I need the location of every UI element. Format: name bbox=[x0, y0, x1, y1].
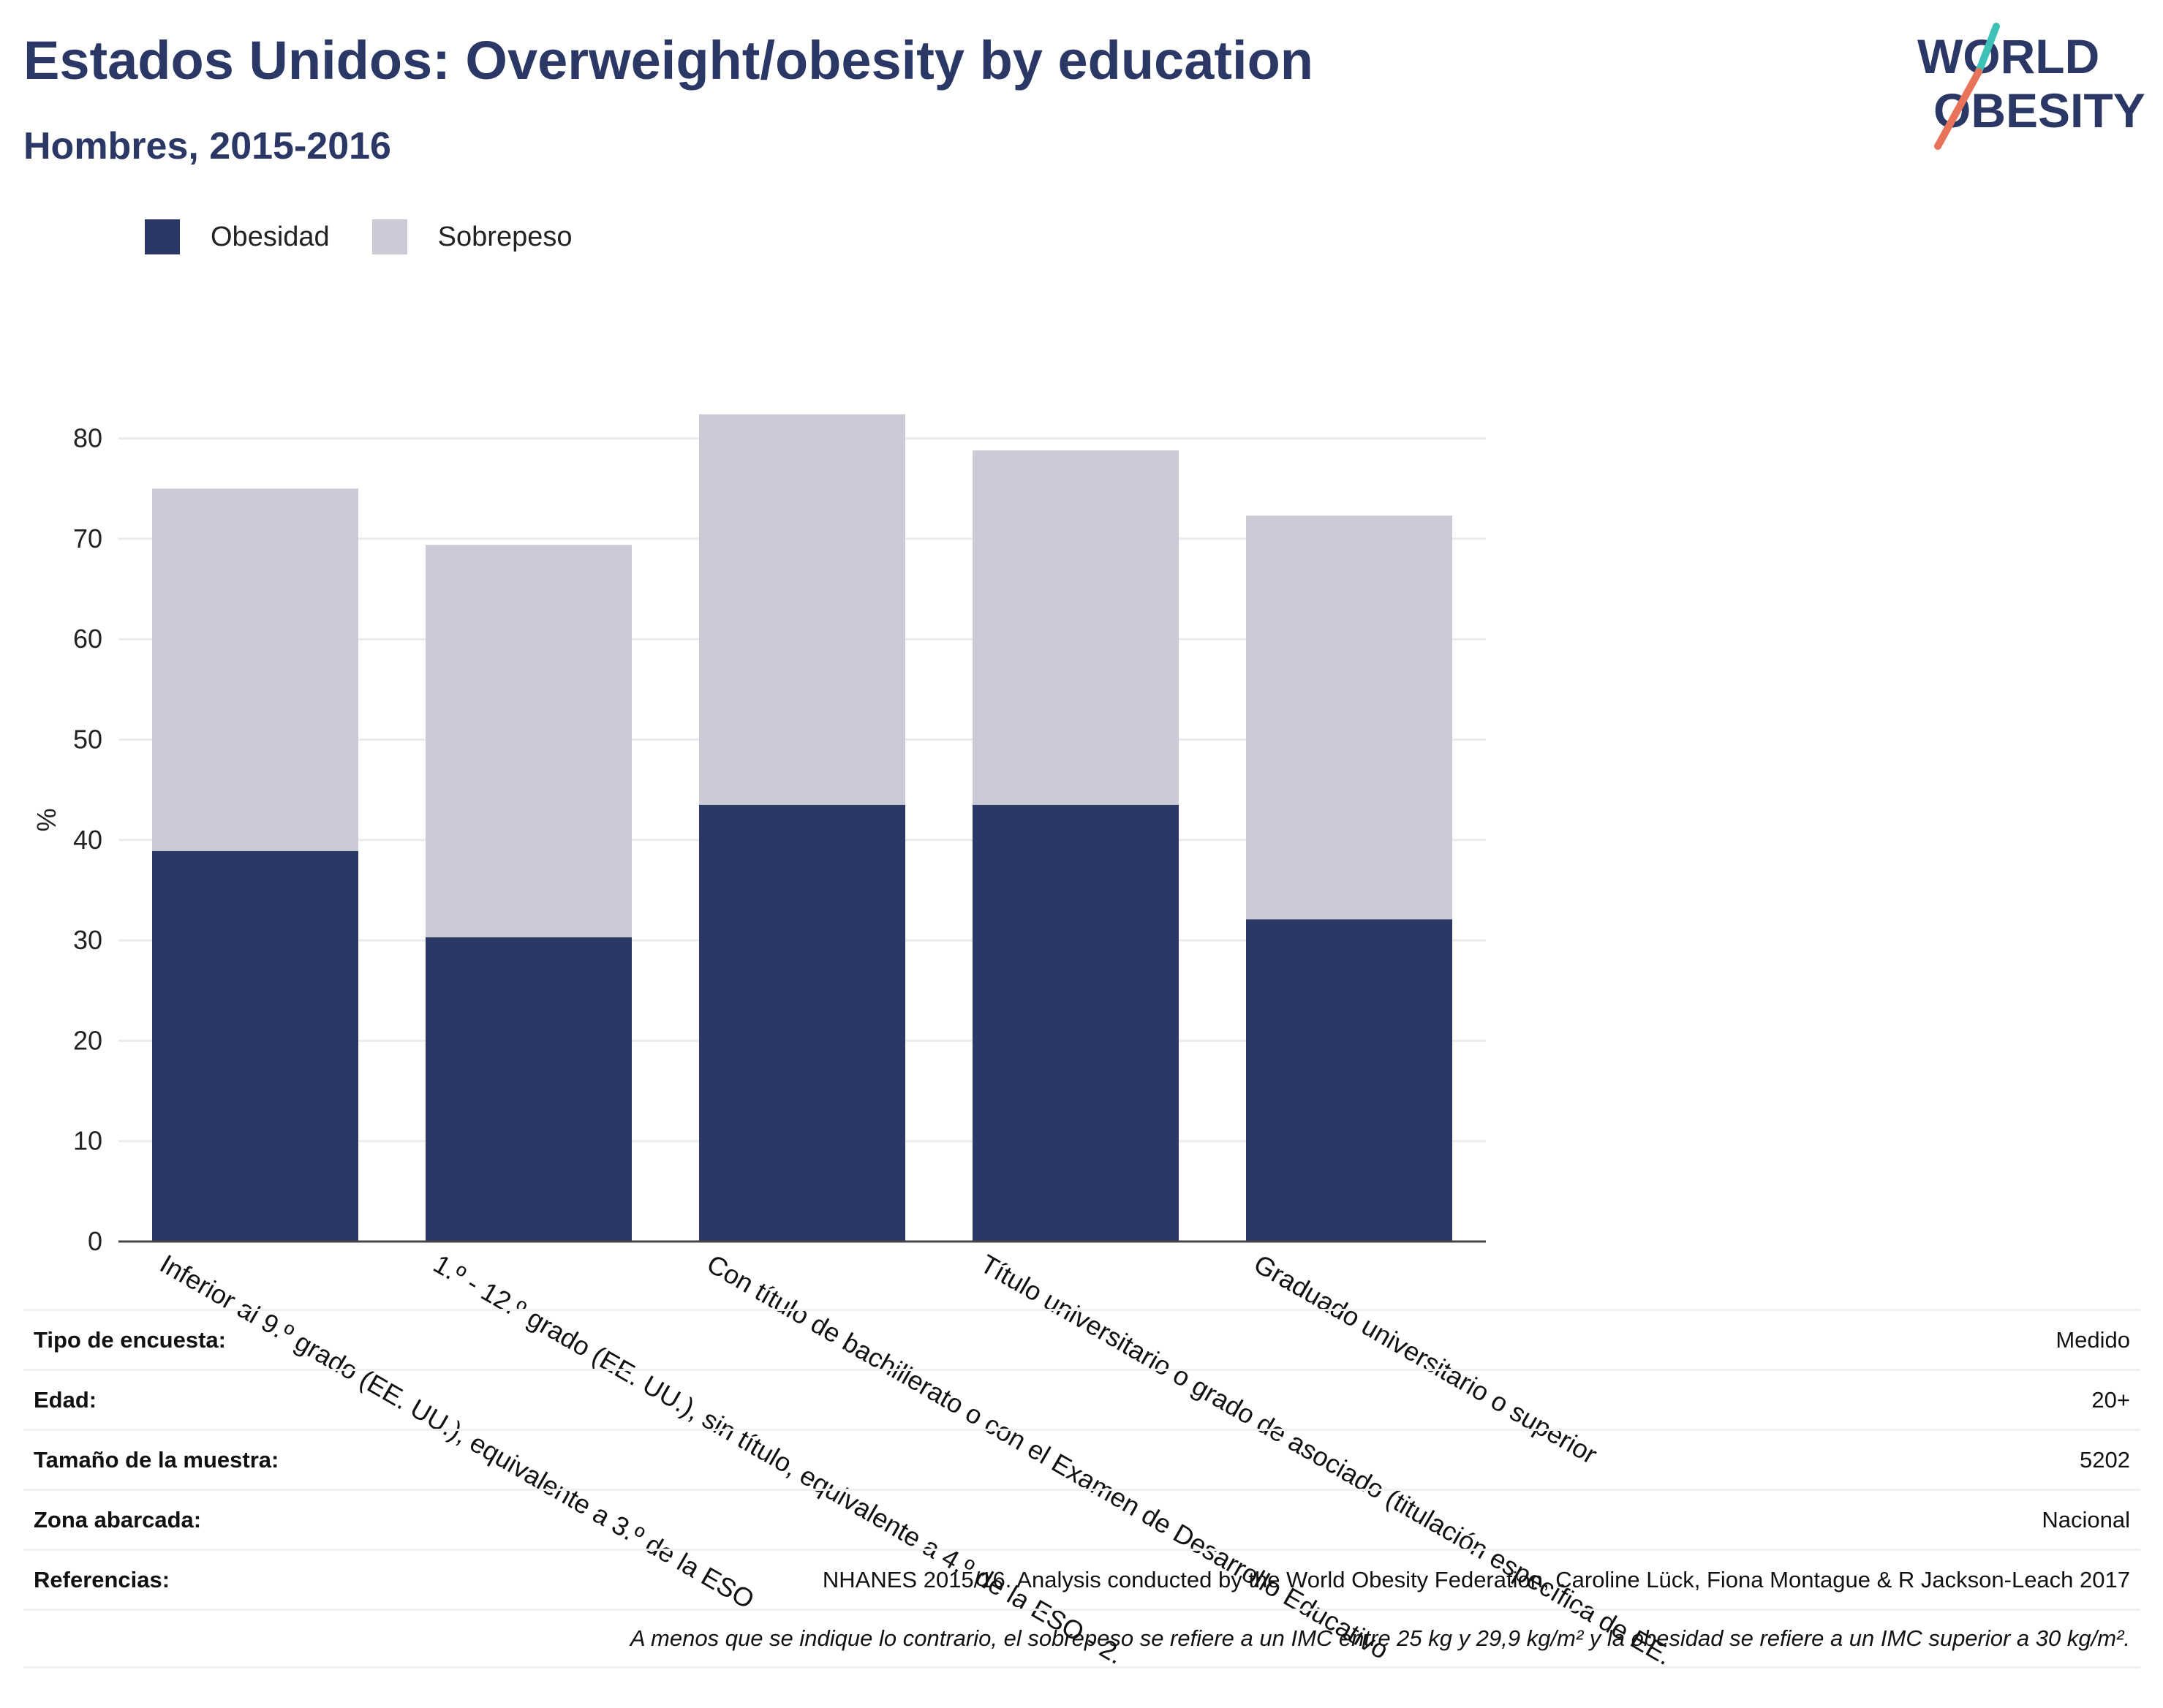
bar-sobrepeso bbox=[699, 414, 905, 805]
y-tick-label: 60 bbox=[73, 624, 102, 654]
legend-label-obesidad: Obesidad bbox=[211, 221, 330, 252]
y-axis-label: % bbox=[31, 808, 61, 831]
logo-line1: WORLD bbox=[1917, 29, 2099, 83]
bar-obesidad bbox=[973, 804, 1179, 1242]
y-tick-label: 80 bbox=[73, 423, 102, 453]
bar-sobrepeso bbox=[973, 450, 1179, 805]
y-tick-label: 10 bbox=[73, 1126, 102, 1156]
chart-subtitle: Hombres, 2015-2016 bbox=[23, 125, 391, 167]
info-label: Tamaño de la muestra: bbox=[34, 1446, 279, 1473]
info-value: NHANES 2015/16. Analysis conducted by th… bbox=[822, 1566, 2130, 1592]
info-row-note: A menos que se indique lo contrario, el … bbox=[23, 1609, 2140, 1669]
info-row-age: Edad: 20+ bbox=[23, 1369, 2140, 1429]
info-row-references: Referencias: NHANES 2015/16. Analysis co… bbox=[23, 1549, 2140, 1609]
info-row-area: Zona abarcada: Nacional bbox=[23, 1489, 2140, 1549]
legend-swatch-sobrepeso bbox=[371, 219, 407, 254]
info-label: Tipo de encuesta: bbox=[34, 1326, 226, 1353]
legend-swatch-obesidad bbox=[145, 219, 180, 254]
bar-sobrepeso bbox=[152, 488, 358, 851]
chart-title: Estados Unidos: Overweight/obesity by ed… bbox=[23, 30, 1313, 91]
chart-legend: Obesidad Sobrepeso bbox=[145, 219, 614, 254]
survey-info-table: Tipo de encuesta: Medido Edad: 20+ Tamañ… bbox=[23, 1309, 2140, 1669]
y-tick-label: 70 bbox=[73, 524, 102, 553]
logo-slash-top bbox=[1975, 23, 2000, 75]
info-row-sample-size: Tamaño de la muestra: 5202 bbox=[23, 1429, 2140, 1489]
bar-sobrepeso bbox=[426, 545, 632, 937]
y-tick-label: 0 bbox=[88, 1226, 102, 1256]
info-row-survey-type: Tipo de encuesta: Medido bbox=[23, 1309, 2140, 1369]
legend-item-sobrepeso[interactable]: Sobrepeso bbox=[371, 219, 573, 254]
bar-sobrepeso bbox=[1246, 515, 1452, 920]
info-label: Edad: bbox=[34, 1386, 97, 1413]
definition-note: A menos que se indique lo contrario, el … bbox=[630, 1625, 2130, 1651]
legend-item-obesidad[interactable]: Obesidad bbox=[145, 219, 330, 254]
y-tick-label: 50 bbox=[73, 725, 102, 755]
info-value: Nacional bbox=[2042, 1506, 2130, 1533]
y-tick-label: 20 bbox=[73, 1025, 102, 1055]
bar-obesidad bbox=[152, 850, 358, 1242]
info-value: Medido bbox=[2056, 1326, 2130, 1353]
bar-obesidad bbox=[1246, 919, 1452, 1242]
info-value: 20+ bbox=[2091, 1386, 2130, 1413]
bar-obesidad bbox=[699, 804, 905, 1242]
info-label: Zona abarcada: bbox=[34, 1506, 202, 1533]
y-tick-label: 30 bbox=[73, 925, 102, 955]
info-label: Referencias: bbox=[34, 1566, 170, 1592]
legend-label-sobrepeso: Sobrepeso bbox=[437, 221, 573, 252]
info-value: 5202 bbox=[2080, 1446, 2130, 1473]
world-obesity-logo: WORLD OBESITY bbox=[1917, 23, 2145, 150]
bar-obesidad bbox=[426, 937, 632, 1242]
logo-slash-bottom bbox=[1934, 68, 1982, 150]
y-tick-label: 40 bbox=[73, 825, 102, 855]
